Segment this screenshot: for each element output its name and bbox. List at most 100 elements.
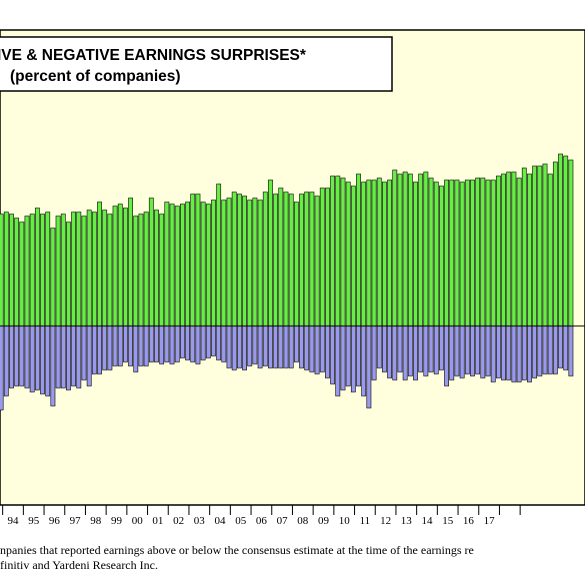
positive-bar-109 [563,155,569,327]
x-tick-label-12: 12 [380,515,391,527]
positive-bar-77 [397,173,403,327]
negative-bar-76 [392,325,398,381]
negative-bar-81 [418,325,424,373]
negative-bar-8 [40,325,45,395]
positive-bar-108 [558,153,563,327]
negative-bar-92 [475,325,481,375]
negative-bar-77 [397,325,403,373]
negative-bar-4 [19,325,25,387]
negative-bar-50 [257,325,263,369]
negative-bar-27 [138,325,144,367]
negative-bar-95 [490,325,496,383]
positive-bar-2 [9,213,14,327]
positive-bar-51 [262,191,268,327]
positive-bar-24 [123,207,128,327]
x-tick-label-13: 13 [401,515,413,527]
negative-bar-105 [542,325,548,375]
positive-bar-25 [128,197,133,327]
negative-bar-0 [0,325,4,411]
negative-bar-9 [45,325,51,397]
positive-bar-43 [221,199,227,327]
negative-bar-46 [236,325,242,369]
x-tick-label-17: 17 [484,515,496,527]
negative-bar-19 [97,325,102,375]
negative-bar-66 [340,325,346,391]
positive-bar-39 [200,201,206,327]
positive-bar-22 [112,205,118,327]
negative-bar-28 [143,325,149,367]
negative-bar-109 [563,325,569,371]
x-axis: 94 95 96 97 98 99 00 01 02 03 04 05 06 07 08 09 10 11 12 13… [2,505,521,527]
positive-bar-65 [335,175,341,327]
footnote-line-2: finitiv and Yardeni Research Inc. [0,558,158,572]
negative-bar-40 [205,325,211,359]
positive-bar-67 [345,181,351,327]
negative-bar-85 [438,325,444,371]
positive-bar-70 [361,181,367,327]
negative-bar-29 [148,325,154,363]
negative-bar-26 [133,325,139,373]
negative-bar-31 [159,325,165,365]
negative-bar-17 [86,325,92,387]
positive-bar-7 [34,207,40,327]
negative-bar-97 [501,325,506,381]
positive-bar-48 [247,199,253,327]
negative-bar-14 [71,325,77,387]
footnote-line-1: npanies that reported earnings above or … [0,543,474,557]
positive-bar-27 [138,213,144,327]
negative-bar-16 [81,325,87,381]
positive-bar-66 [340,177,346,327]
negative-bar-51 [262,325,268,367]
positive-bar-64 [330,175,336,327]
positive-bar-47 [242,195,247,327]
negative-bar-101 [521,325,527,381]
positive-bar-72 [371,179,377,327]
x-tick-label-09: 09 [318,515,330,527]
negative-bar-103 [532,325,538,379]
negative-bar-67 [345,325,351,387]
positive-bar-18 [91,211,97,327]
positive-bar-34 [174,205,180,327]
positive-bar-104 [537,165,543,327]
positive-bar-12 [60,213,66,327]
positive-bar-21 [107,213,113,327]
negative-bar-107 [552,325,558,375]
negative-bar-79 [407,325,413,377]
negative-bar-6 [29,325,35,393]
positive-bar-31 [159,213,165,327]
negative-bar-108 [558,325,563,369]
positive-bar-6 [29,213,35,327]
negative-bar-80 [413,325,418,381]
negative-bar-74 [382,325,387,373]
negative-bar-23 [117,325,123,367]
positive-bar-79 [407,173,413,327]
negative-bar-47 [242,325,247,371]
negative-bar-63 [325,325,330,379]
positive-bar-52 [268,179,273,327]
positive-bar-73 [376,177,382,327]
positive-bar-49 [252,197,258,327]
negative-bar-21 [107,325,113,371]
positive-bar-69 [356,173,361,327]
positive-bar-0 [0,213,4,327]
x-tick-label-97: 97 [70,515,82,527]
x-tick-label-96: 96 [49,515,61,527]
negative-bar-20 [102,325,108,371]
x-tick-label-98: 98 [90,515,102,527]
positive-bar-54 [278,187,284,327]
positive-bar-103 [532,165,538,327]
positive-bar-83 [428,177,434,327]
negative-bar-15 [76,325,82,389]
negative-bar-99 [511,325,517,383]
negative-bar-59 [304,325,310,371]
positive-bar-41 [211,199,216,327]
positive-bar-81 [418,173,424,327]
positive-bar-90 [464,179,470,327]
negative-bar-87 [449,325,455,381]
positive-bar-89 [459,181,465,327]
negative-bar-13 [66,325,71,391]
negative-bar-106 [547,325,553,375]
negative-bar-100 [516,325,522,383]
negative-bar-53 [273,325,279,369]
negative-bar-48 [247,325,253,367]
